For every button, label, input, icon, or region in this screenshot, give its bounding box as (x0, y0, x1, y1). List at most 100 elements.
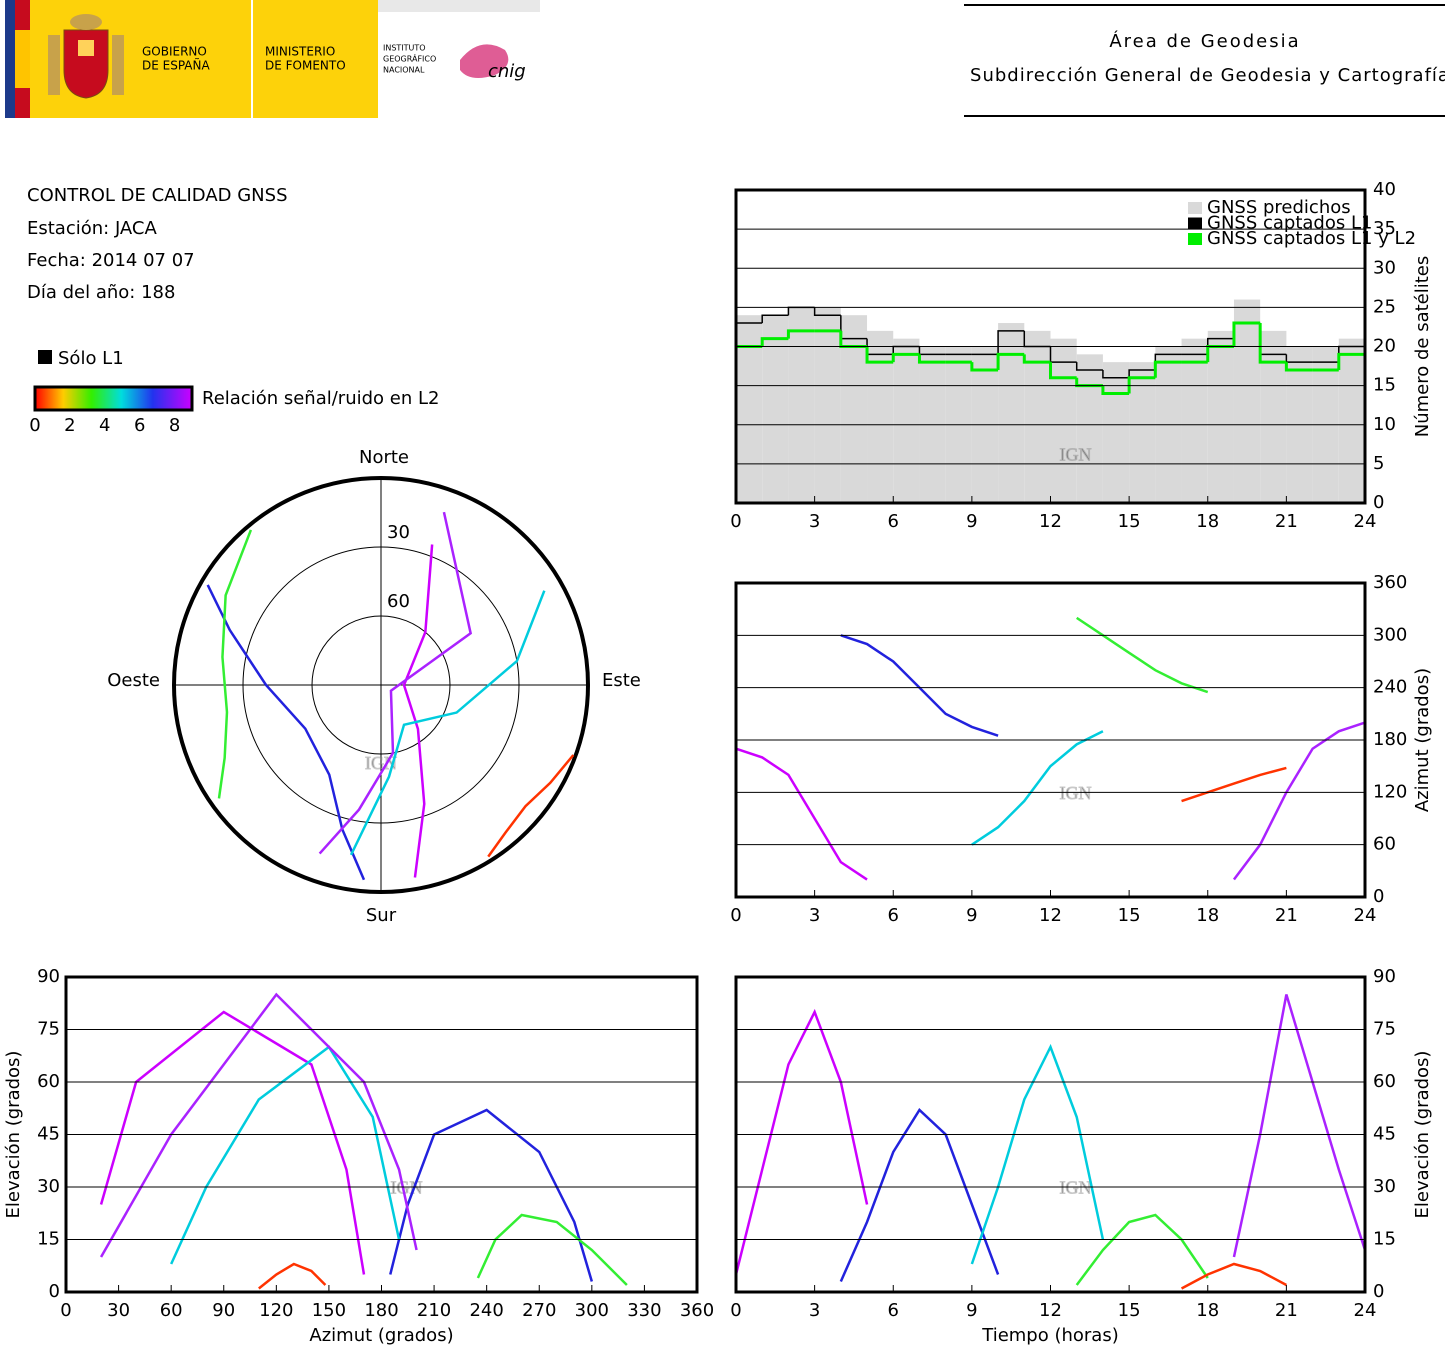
y-tick-label: 40 (1373, 179, 1396, 200)
y-tick-label: 90 (37, 966, 60, 987)
watermark: IGN (1060, 445, 1092, 465)
x-tick-label: 0 (60, 1300, 71, 1321)
y-tick-label: 15 (1373, 1229, 1396, 1250)
legend-label: GNSS captados L1 y L2 (1207, 228, 1416, 249)
y-tick-label: 0 (49, 1281, 60, 1302)
ring-label: 60 (387, 591, 410, 612)
plot-frame (734, 188, 1367, 505)
satellite-step (1258, 323, 1287, 364)
report-title: CONTROL DE CALIDAD GNSS (27, 185, 288, 206)
elevation-ring (311, 615, 451, 755)
satellite-track (839, 1108, 1000, 1283)
x-tick-label: 0 (730, 511, 741, 532)
satellite-track (99, 992, 418, 1258)
cnig-logo (460, 44, 509, 79)
coat-of-arms (48, 14, 124, 99)
predicted-bar (736, 315, 763, 503)
direction-label: Oeste (107, 670, 160, 691)
flag (5, 0, 15, 118)
colorbar (33, 385, 194, 412)
x-tick-label: 21 (1275, 511, 1298, 532)
y-axis-label: Elevación (grados) (1412, 1051, 1433, 1219)
predicted-bar (1260, 330, 1287, 503)
colorbar-label: Relación señal/ruido en L2 (202, 388, 439, 409)
x-tick-label: 18 (1196, 511, 1219, 532)
plot-frame (64, 975, 699, 1294)
y-tick-label: 60 (37, 1071, 60, 1092)
predicted-bar (1076, 354, 1103, 503)
date: Fecha: 2014 07 07 (27, 250, 195, 271)
watermark: IGN (1060, 783, 1092, 803)
satellite-track (170, 1045, 401, 1265)
x-tick-label: 21 (1275, 1300, 1298, 1321)
l1-swatch (38, 350, 52, 364)
y-tick-label: 10 (1373, 414, 1396, 435)
satellite-step (1022, 354, 1051, 364)
legend-swatch (1188, 202, 1202, 214)
predicted-bar (1338, 338, 1365, 503)
satellite-track (1075, 1213, 1209, 1286)
predicted-bar (1207, 330, 1234, 503)
colorbar-tick-label: 0 (29, 415, 40, 436)
sky-track (349, 590, 546, 856)
colorbar-tick-label: 8 (169, 415, 180, 436)
satellite-track (735, 747, 868, 881)
x-tick-label: 90 (212, 1300, 235, 1321)
satellite-step (1101, 385, 1130, 395)
y-tick-label: 300 (1373, 624, 1407, 645)
x-tick-label: 6 (888, 1300, 899, 1321)
y-tick-label: 30 (1373, 1176, 1396, 1197)
gov-text: DE ESPAÑA (142, 58, 210, 73)
x-axis-label: Tiempo (horas) (981, 1325, 1119, 1346)
elevation-ring (242, 546, 520, 824)
x-tick-label: 15 (1118, 511, 1141, 532)
l1-label: Sólo L1 (58, 348, 124, 369)
y-tick-label: 30 (37, 1176, 60, 1197)
direction-label: Este (602, 670, 641, 691)
y-tick-label: 5 (1373, 453, 1384, 474)
header-title: Área de Geodesia (1109, 30, 1300, 52)
predicted-bar (1102, 362, 1130, 503)
satellite-step (1337, 352, 1365, 370)
x-tick-label: 180 (364, 1300, 398, 1321)
predicted-bar (1233, 299, 1261, 503)
y-tick-label: 180 (1373, 729, 1407, 750)
x-tick-label: 9 (966, 905, 977, 926)
x-tick-label: 12 (1039, 1300, 1062, 1321)
watermark: IGN (391, 1178, 423, 1198)
watermark: IGN (1060, 1178, 1092, 1198)
satellite-step (1075, 362, 1103, 371)
x-axis-label: Azimut (grados) (309, 1325, 453, 1346)
predicted-bar (788, 307, 815, 503)
x-tick-label: 21 (1275, 905, 1298, 926)
ring-label: 30 (387, 522, 410, 543)
legend-swatch (1188, 233, 1202, 245)
x-tick-label: 9 (966, 511, 977, 532)
x-tick-label: 24 (1354, 905, 1377, 926)
x-tick-label: 6 (888, 905, 899, 926)
y-axis-label: Número de satélites (1412, 256, 1433, 438)
x-tick-label: 360 (680, 1300, 714, 1321)
sky-track (217, 529, 253, 799)
x-tick-label: 0 (730, 1300, 741, 1321)
ign-band (378, 0, 540, 12)
x-tick-label: 6 (888, 511, 899, 532)
predicted-bar (1024, 330, 1051, 503)
legend-label: GNSS predichos (1207, 197, 1351, 218)
satellite-track (1232, 721, 1366, 881)
predicted-bar (762, 315, 789, 503)
x-tick-label: 24 (1354, 511, 1377, 532)
x-tick-label: 150 (312, 1300, 346, 1321)
y-tick-label: 90 (1373, 966, 1396, 987)
y-tick-label: 20 (1373, 336, 1396, 357)
x-tick-label: 0 (730, 905, 741, 926)
colorbar-tick-label: 2 (64, 415, 75, 436)
satellite-step (1284, 362, 1313, 372)
satellite-track (476, 1213, 628, 1286)
satellite-step (1232, 321, 1261, 347)
predicted-bar (998, 323, 1025, 503)
satellite-track (1180, 1262, 1287, 1290)
x-tick-label: 24 (1354, 1300, 1377, 1321)
header: GOBIERNO DE ESPAÑA MINISTERIO DE FOMENTO… (5, 0, 1445, 118)
